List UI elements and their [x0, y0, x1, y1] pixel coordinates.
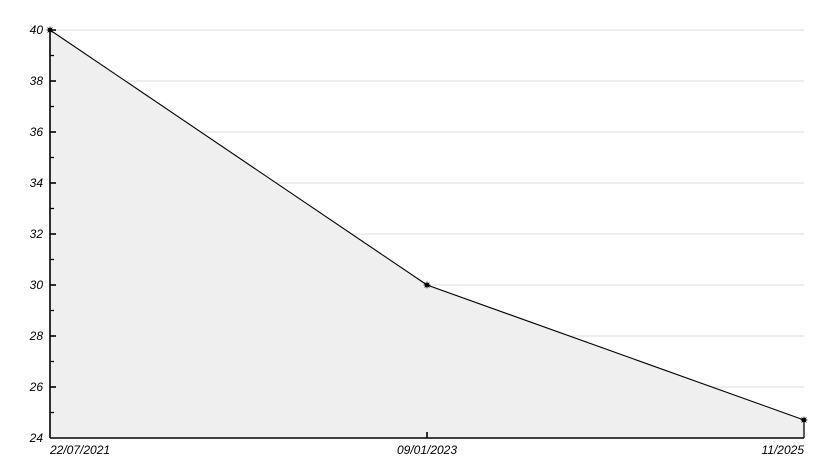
- svg-text:40: 40: [30, 23, 44, 37]
- svg-text:34: 34: [30, 176, 44, 190]
- svg-text:09/01/2023: 09/01/2023: [397, 443, 457, 457]
- svg-text:24: 24: [29, 431, 44, 445]
- svg-text:26: 26: [29, 380, 44, 394]
- svg-text:28: 28: [29, 329, 44, 343]
- svg-text:22/07/2021: 22/07/2021: [49, 443, 110, 457]
- svg-text:30: 30: [30, 278, 44, 292]
- svg-text:32: 32: [30, 227, 44, 241]
- svg-text:11/2025: 11/2025: [762, 443, 805, 457]
- svg-text:38: 38: [30, 74, 44, 88]
- svg-text:36: 36: [30, 125, 44, 139]
